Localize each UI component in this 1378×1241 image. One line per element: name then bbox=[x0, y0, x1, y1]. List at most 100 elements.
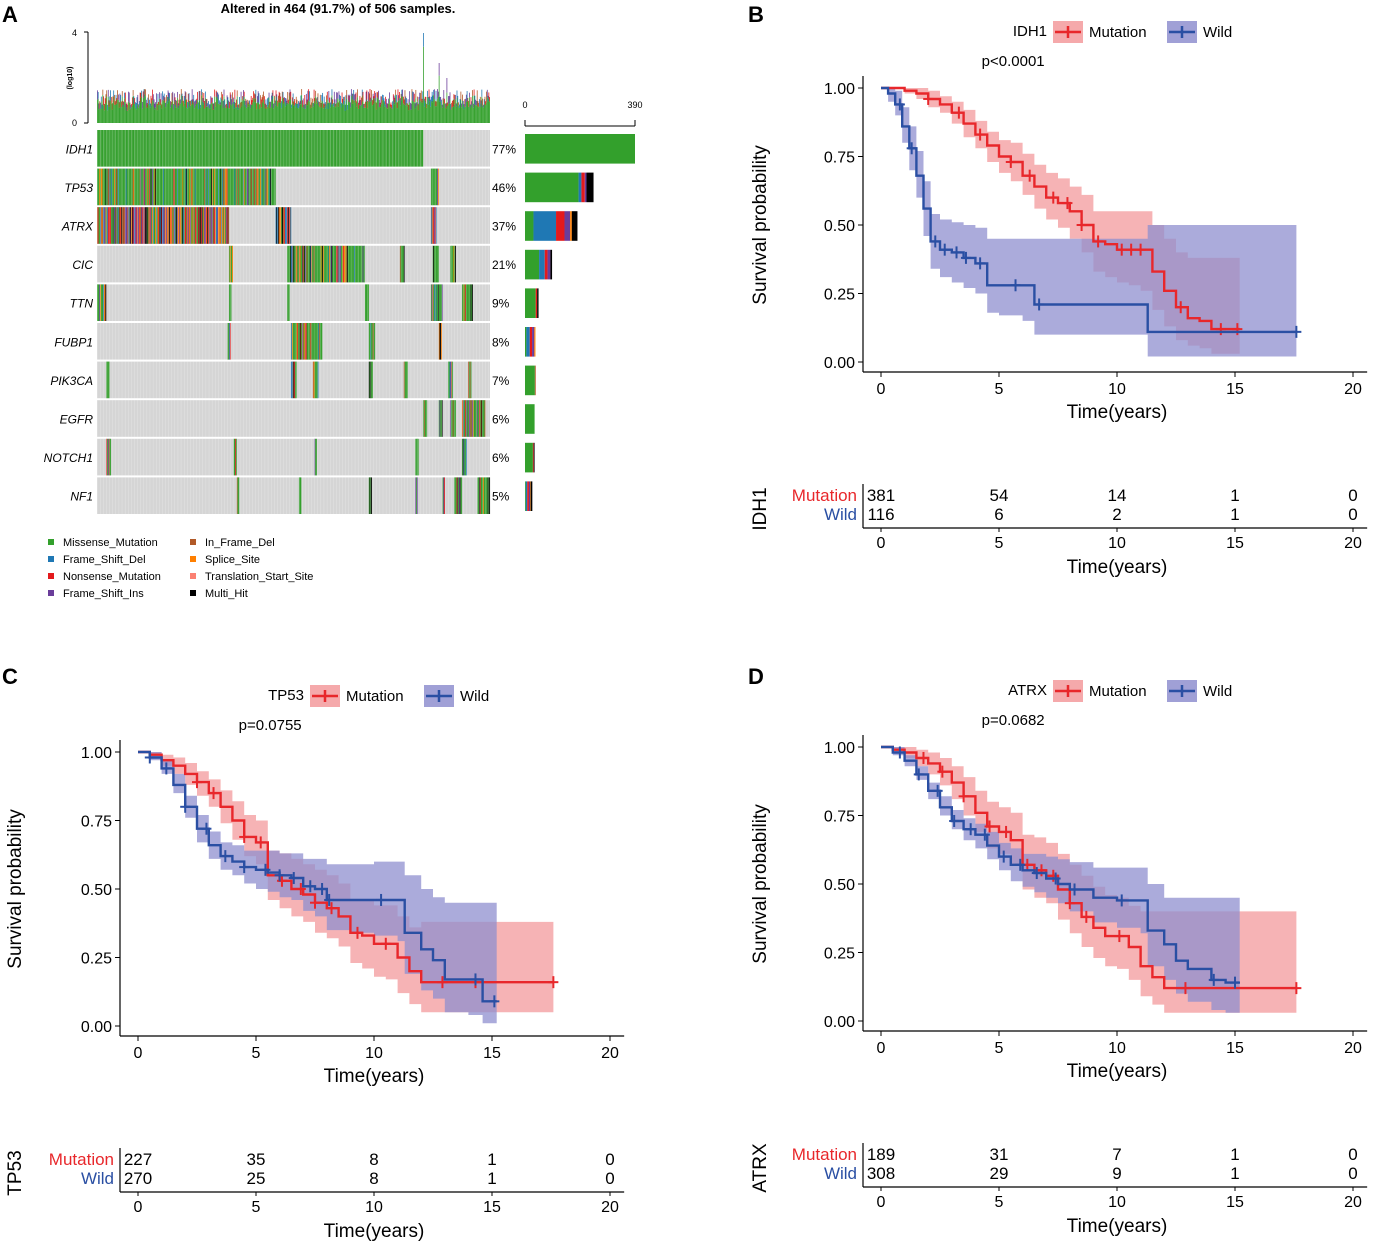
tmb-bar-missense bbox=[165, 107, 167, 123]
mutation-cell bbox=[295, 323, 296, 360]
tmb-bar-other bbox=[385, 96, 386, 105]
mutation-cell bbox=[318, 245, 320, 283]
mutation-cell bbox=[363, 130, 365, 167]
tmb-bar-other bbox=[243, 90, 244, 100]
tmb-bar-other bbox=[286, 100, 288, 105]
mutation-cell bbox=[244, 130, 246, 167]
tmb-bar-missense bbox=[481, 96, 483, 123]
mutation-cell bbox=[437, 168, 439, 206]
tmb-bar-missense bbox=[166, 103, 168, 123]
tmb-bar-missense bbox=[179, 100, 181, 123]
tmb-bar-missense bbox=[192, 104, 194, 123]
mutation-cell bbox=[297, 130, 299, 167]
mutation-cell bbox=[392, 130, 393, 167]
mutation-cell bbox=[321, 130, 323, 167]
tmb-bar-missense bbox=[361, 95, 363, 123]
mutation-cell bbox=[179, 207, 181, 244]
mutation-cell bbox=[102, 168, 104, 206]
mutation-cell bbox=[100, 207, 102, 244]
mutation-cell bbox=[155, 168, 157, 206]
tmb-bar-other bbox=[297, 103, 299, 108]
tmb-bar-other bbox=[434, 101, 436, 107]
tmb-bar-missense bbox=[201, 101, 203, 123]
mutation-cell bbox=[158, 130, 160, 167]
mutation-cell bbox=[291, 245, 292, 283]
tmb-bar-other bbox=[301, 89, 303, 95]
mutation-cell bbox=[204, 130, 206, 167]
mutation-cell bbox=[125, 168, 127, 206]
tmb-bar-other bbox=[166, 95, 167, 102]
mutation-cell bbox=[292, 323, 294, 360]
mutation-cell bbox=[201, 168, 203, 206]
mutation-cell bbox=[375, 130, 377, 167]
mutation-cell bbox=[109, 207, 111, 244]
mutation-cell bbox=[295, 361, 296, 399]
mutation-cell bbox=[265, 168, 267, 206]
tmb-bar-other bbox=[267, 97, 269, 105]
tmb-bar-missense bbox=[168, 101, 170, 123]
mutation-cell bbox=[106, 168, 108, 206]
mutation-cell bbox=[332, 130, 334, 167]
mutation-cell bbox=[464, 284, 466, 321]
tmb-bar-other bbox=[470, 97, 472, 105]
tmb-bar-other bbox=[110, 97, 112, 104]
tmb-bar-missense bbox=[455, 106, 457, 123]
tmb-bar-other bbox=[328, 91, 330, 102]
tmb-bar-missense bbox=[187, 108, 188, 123]
mutation-cell bbox=[97, 207, 98, 244]
gene-label: CIC bbox=[72, 258, 93, 272]
mutation-cell bbox=[117, 130, 119, 167]
mutation-cell bbox=[216, 168, 218, 206]
mutation-cell bbox=[221, 168, 223, 206]
mutation-cell bbox=[222, 207, 224, 244]
mutation-cell bbox=[319, 130, 321, 167]
mutation-cell bbox=[161, 168, 163, 206]
tmb-bar-missense bbox=[474, 104, 476, 123]
tmb-bar-other bbox=[147, 97, 149, 105]
tmb-bar-missense bbox=[117, 100, 118, 123]
tmb-bar-other bbox=[250, 95, 252, 105]
mutation-cell bbox=[292, 130, 294, 167]
legend-swatch bbox=[190, 573, 196, 579]
side-bar-segment bbox=[525, 442, 533, 473]
mutation-cell bbox=[147, 207, 149, 244]
mutation-cell bbox=[208, 168, 210, 206]
mutation-cell bbox=[223, 207, 225, 244]
tmb-bar-missense bbox=[471, 105, 473, 123]
mutation-cell bbox=[109, 130, 111, 167]
x-axis-label: Time(years) bbox=[1067, 402, 1168, 423]
tmb-bar-other bbox=[254, 94, 256, 103]
tmb-bar-missense bbox=[444, 103, 445, 123]
mutation-cell bbox=[329, 245, 331, 283]
mutation-cell bbox=[110, 168, 112, 206]
mutation-cell bbox=[281, 130, 283, 167]
tmb-bar-missense bbox=[319, 107, 320, 123]
tmb-bar-other bbox=[287, 91, 289, 103]
tmb-bar-missense bbox=[170, 105, 172, 123]
tmb-bar-other bbox=[298, 102, 300, 107]
tmb-bar-missense bbox=[414, 108, 416, 123]
mutation-cell bbox=[289, 245, 291, 283]
mutation-cell bbox=[138, 130, 140, 167]
mutation-cell bbox=[224, 130, 226, 167]
mutation-cell bbox=[176, 168, 178, 206]
tmb-bar-missense bbox=[130, 108, 132, 123]
tmb-bar-missense bbox=[467, 101, 469, 123]
mutation-cell bbox=[403, 130, 404, 167]
mutation-cell bbox=[144, 168, 146, 206]
mutation-cell bbox=[163, 168, 164, 206]
mutation-cell bbox=[303, 245, 305, 283]
tmb-bar-other bbox=[355, 92, 357, 103]
mutation-cell bbox=[401, 245, 403, 283]
mutation-cell bbox=[317, 130, 319, 167]
mutation-cell bbox=[469, 400, 470, 437]
tmb-bar-missense bbox=[201, 95, 202, 123]
mutation-cell bbox=[302, 130, 304, 167]
tmb-bar-missense bbox=[391, 108, 393, 123]
mutation-cell bbox=[132, 207, 134, 244]
tmb-bar-other bbox=[455, 103, 457, 107]
risk-x-tick-label: 15 bbox=[1226, 1194, 1244, 1211]
tmb-bar-missense bbox=[446, 92, 448, 123]
tmb-bar-missense bbox=[193, 102, 195, 123]
risk-x-tick-label: 20 bbox=[1344, 1194, 1362, 1211]
